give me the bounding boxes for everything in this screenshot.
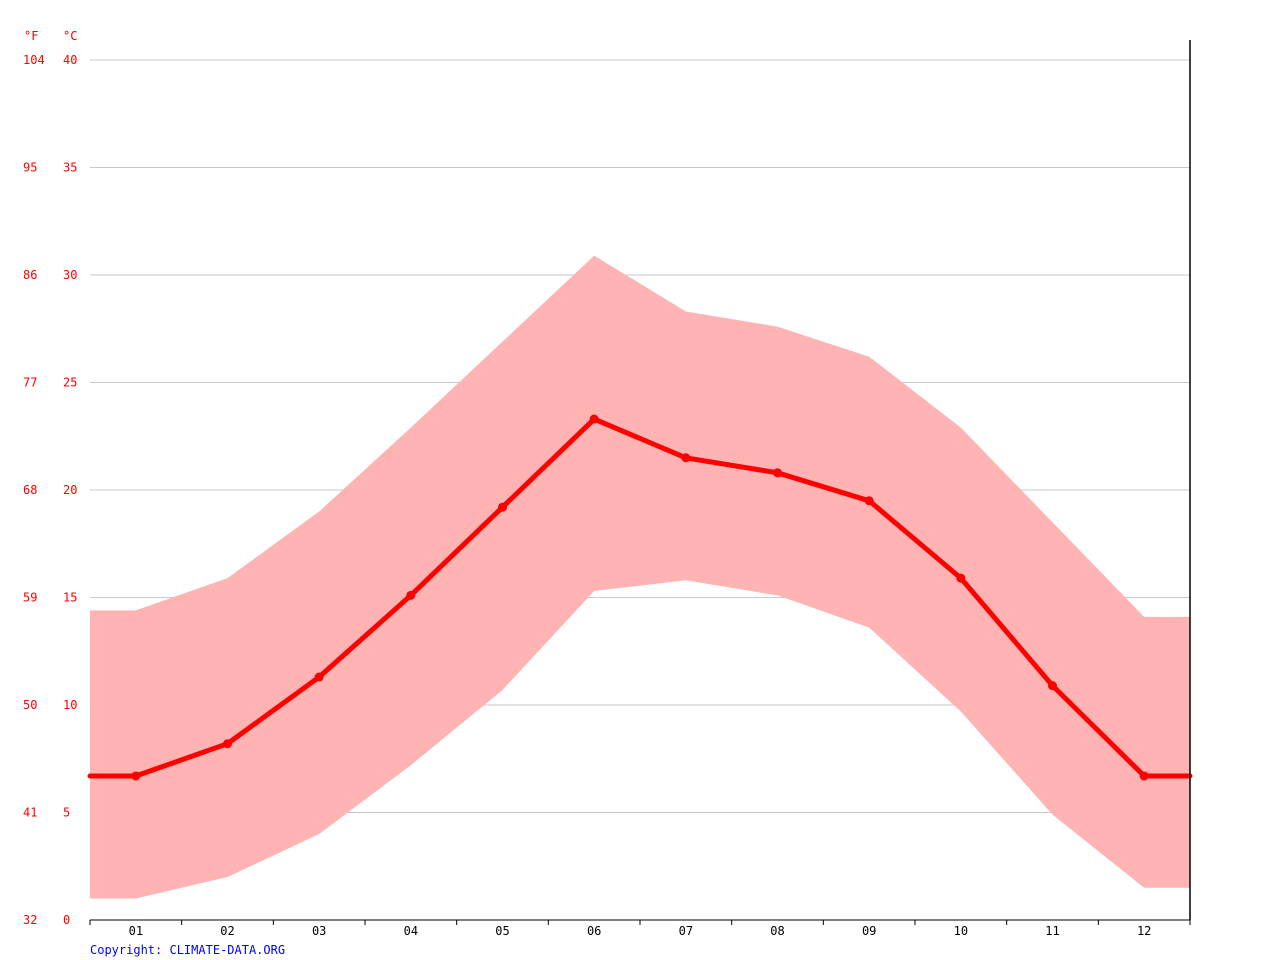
data-point <box>314 672 324 682</box>
y-tick-fahrenheit: 50 <box>23 698 37 712</box>
y-tick-celsius: 35 <box>63 161 77 175</box>
x-tick-label: 02 <box>220 924 234 938</box>
data-point <box>864 496 874 506</box>
y-tick-fahrenheit: 104 <box>23 53 45 67</box>
y-tick-fahrenheit: 77 <box>23 376 37 390</box>
data-point <box>406 590 416 600</box>
y-tick-celsius: 40 <box>63 53 77 67</box>
x-tick-label: 10 <box>954 924 968 938</box>
y-tick-celsius: 25 <box>63 376 77 390</box>
copyright-label: Copyright: CLIMATE-DATA.ORG <box>90 943 285 957</box>
axes <box>89 40 1191 925</box>
x-tick-label: 01 <box>129 924 143 938</box>
x-axis-labels: 01 02 03 04 05 06 07 08 09 10 11 12 <box>129 924 1152 938</box>
mean-line <box>87 416 1193 779</box>
y-tick-fahrenheit: 68 <box>23 483 37 497</box>
x-tick-label: 06 <box>587 924 601 938</box>
x-tick-label: 09 <box>862 924 876 938</box>
unit-fahrenheit-label: °F <box>24 29 38 43</box>
x-tick-label: 11 <box>1045 924 1059 938</box>
y-tick-celsius: 5 <box>63 806 70 820</box>
y-tick-celsius: 30 <box>63 268 77 282</box>
data-point <box>589 414 599 424</box>
data-point <box>131 771 141 781</box>
x-tick-label: 04 <box>404 924 418 938</box>
temperature-range-band <box>90 255 1190 899</box>
x-tick-label: 03 <box>312 924 326 938</box>
x-tick-label: 07 <box>679 924 693 938</box>
y-tick-fahrenheit: 86 <box>23 268 37 282</box>
data-point <box>1048 681 1057 691</box>
data-point <box>223 739 232 749</box>
y-tick-fahrenheit: 95 <box>23 161 37 175</box>
mean-temperature-line <box>87 416 1193 779</box>
y-tick-fahrenheit: 59 <box>23 591 37 605</box>
y-tick-celsius: 20 <box>63 483 77 497</box>
y-tick-celsius: 10 <box>63 698 77 712</box>
unit-celsius-label: °C <box>63 29 77 43</box>
x-tick-label: 05 <box>495 924 509 938</box>
y-tick-fahrenheit: 32 <box>23 913 37 927</box>
y-tick-celsius: 0 <box>63 913 70 927</box>
data-point <box>1139 771 1149 781</box>
mean-temperature-points <box>131 414 1149 781</box>
y-tick-celsius: 15 <box>63 591 77 605</box>
data-point <box>956 573 966 583</box>
x-tick-label: 08 <box>770 924 784 938</box>
min-max-band <box>90 255 1190 899</box>
y-tick-fahrenheit: 41 <box>23 806 37 820</box>
y-axis-labels: 0 32 5 41 10 50 15 59 20 68 25 77 30 86 35 95 40 104 <box>23 53 77 927</box>
x-tick-label: 12 <box>1137 924 1151 938</box>
data-point <box>681 453 691 463</box>
data-point <box>498 502 507 512</box>
data-point <box>773 468 782 478</box>
